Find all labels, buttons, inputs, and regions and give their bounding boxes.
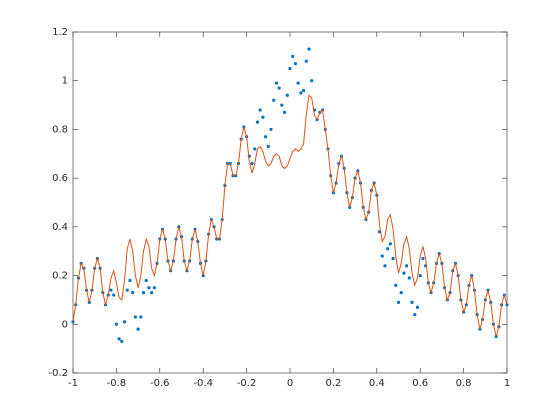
data-point [410, 300, 414, 304]
data-point [386, 247, 390, 251]
data-point [383, 264, 387, 268]
data-point [296, 81, 300, 85]
data-point [299, 91, 303, 95]
data-point [415, 305, 420, 309]
data-point [307, 47, 311, 51]
data-point [266, 144, 270, 149]
data-point [310, 79, 314, 83]
x-tick-label: -1 [68, 378, 78, 389]
data-point [388, 242, 392, 246]
data-point [285, 93, 289, 97]
data-point [399, 291, 403, 295]
data-point [407, 276, 411, 280]
data-point [421, 256, 425, 261]
data-point [150, 291, 154, 295]
data-point [413, 312, 417, 317]
x-tick-label: -0.4 [193, 378, 213, 389]
x-tick-label: -0.2 [237, 378, 257, 389]
data-point [272, 98, 276, 102]
x-tick-label: 0.2 [325, 378, 341, 389]
data-point [112, 293, 116, 297]
data-point [391, 256, 395, 261]
data-point [125, 288, 129, 292]
data-point [293, 62, 298, 66]
y-tick-label: 0.4 [52, 222, 68, 233]
x-tick-label: 0.4 [369, 378, 385, 389]
data-point [405, 264, 409, 268]
data-point [380, 254, 384, 258]
x-tick-label: -0.8 [107, 378, 127, 389]
data-point [304, 59, 308, 63]
data-point [114, 322, 118, 326]
data-point [263, 135, 268, 139]
data-point [418, 273, 422, 278]
data-point [139, 315, 143, 319]
data-point [269, 127, 273, 132]
data-point [147, 286, 151, 290]
data-point [301, 88, 306, 93]
data-point [128, 278, 132, 283]
x-tick-label: 0 [287, 378, 293, 389]
data-point [288, 66, 292, 71]
data-point [117, 337, 121, 341]
data-point [120, 339, 124, 343]
data-point [280, 103, 284, 107]
data-point [109, 288, 113, 292]
y-tick-label: 0.2 [52, 271, 68, 282]
data-point [133, 315, 137, 319]
data-point [277, 86, 281, 90]
data-point [402, 271, 406, 275]
y-tick-label: 0.8 [52, 124, 68, 135]
data-line [72, 94, 508, 337]
data-point [255, 120, 260, 124]
x-tick-label: 1 [504, 378, 510, 389]
y-tick-label: -0.2 [48, 368, 68, 379]
x-tick-label: 0.6 [412, 378, 428, 389]
data-point [291, 54, 295, 58]
y-tick-label: 0.6 [52, 173, 68, 184]
data-point [258, 108, 262, 112]
data-point [396, 300, 401, 304]
data-point [274, 81, 279, 85]
y-tick-label: 1 [62, 76, 68, 87]
data-point [261, 115, 265, 119]
x-tick-label: -0.6 [150, 378, 170, 389]
data-point [144, 278, 148, 283]
data-point [152, 286, 156, 290]
y-tick-label: 0 [62, 319, 68, 330]
data-point [136, 327, 140, 331]
data-point [253, 147, 257, 151]
y-tick-label: 1.2 [52, 27, 68, 38]
data-point [141, 291, 146, 295]
x-tick-label: 0.8 [456, 378, 472, 389]
data-point [131, 291, 135, 295]
data-point [250, 161, 254, 166]
data-point [122, 320, 127, 324]
data-point [394, 283, 398, 287]
data-point [282, 110, 287, 114]
